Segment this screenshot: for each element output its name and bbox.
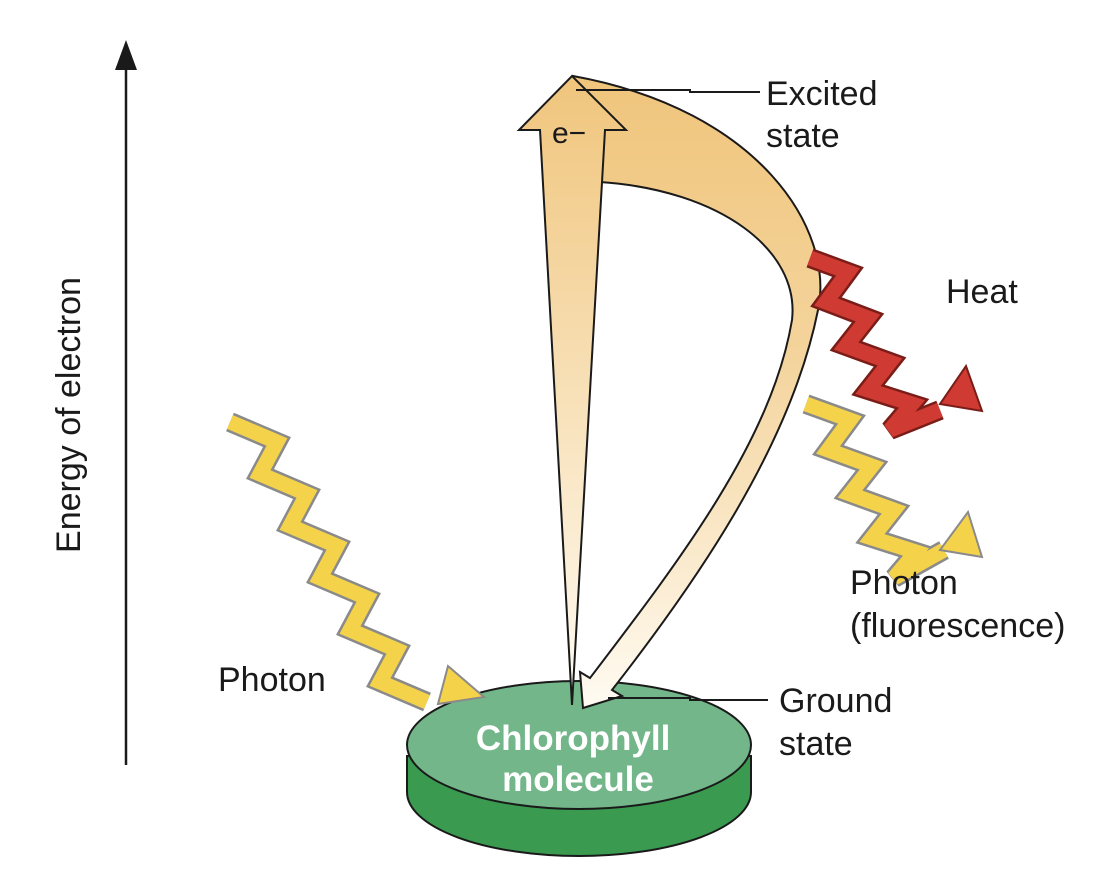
relaxation-arrow: [571, 74, 822, 710]
heat-label: Heat: [946, 273, 1018, 311]
ground-state-label: Ground state: [779, 682, 902, 763]
electron-label: e−: [552, 117, 586, 150]
incoming-photon-label: Photon: [218, 661, 326, 699]
incoming-photon-arrow: [226, 412, 487, 712]
excited-state-label: Excited state: [766, 75, 887, 155]
fluorescence-photon-arrow: [802, 394, 984, 587]
energy-axis-label: Energy of electron: [50, 277, 88, 553]
chlorophyll-molecule-label: Chlorophyll molecule: [476, 719, 680, 799]
heat-arrow: [806, 248, 984, 440]
excitation-arrow: [516, 74, 629, 706]
fluorescence-photon-label: Photon (fluorescence): [850, 564, 1065, 645]
chlorophyll-disk: [406, 680, 752, 857]
energy-axis: [115, 40, 137, 765]
leader-lines: [576, 89, 768, 701]
